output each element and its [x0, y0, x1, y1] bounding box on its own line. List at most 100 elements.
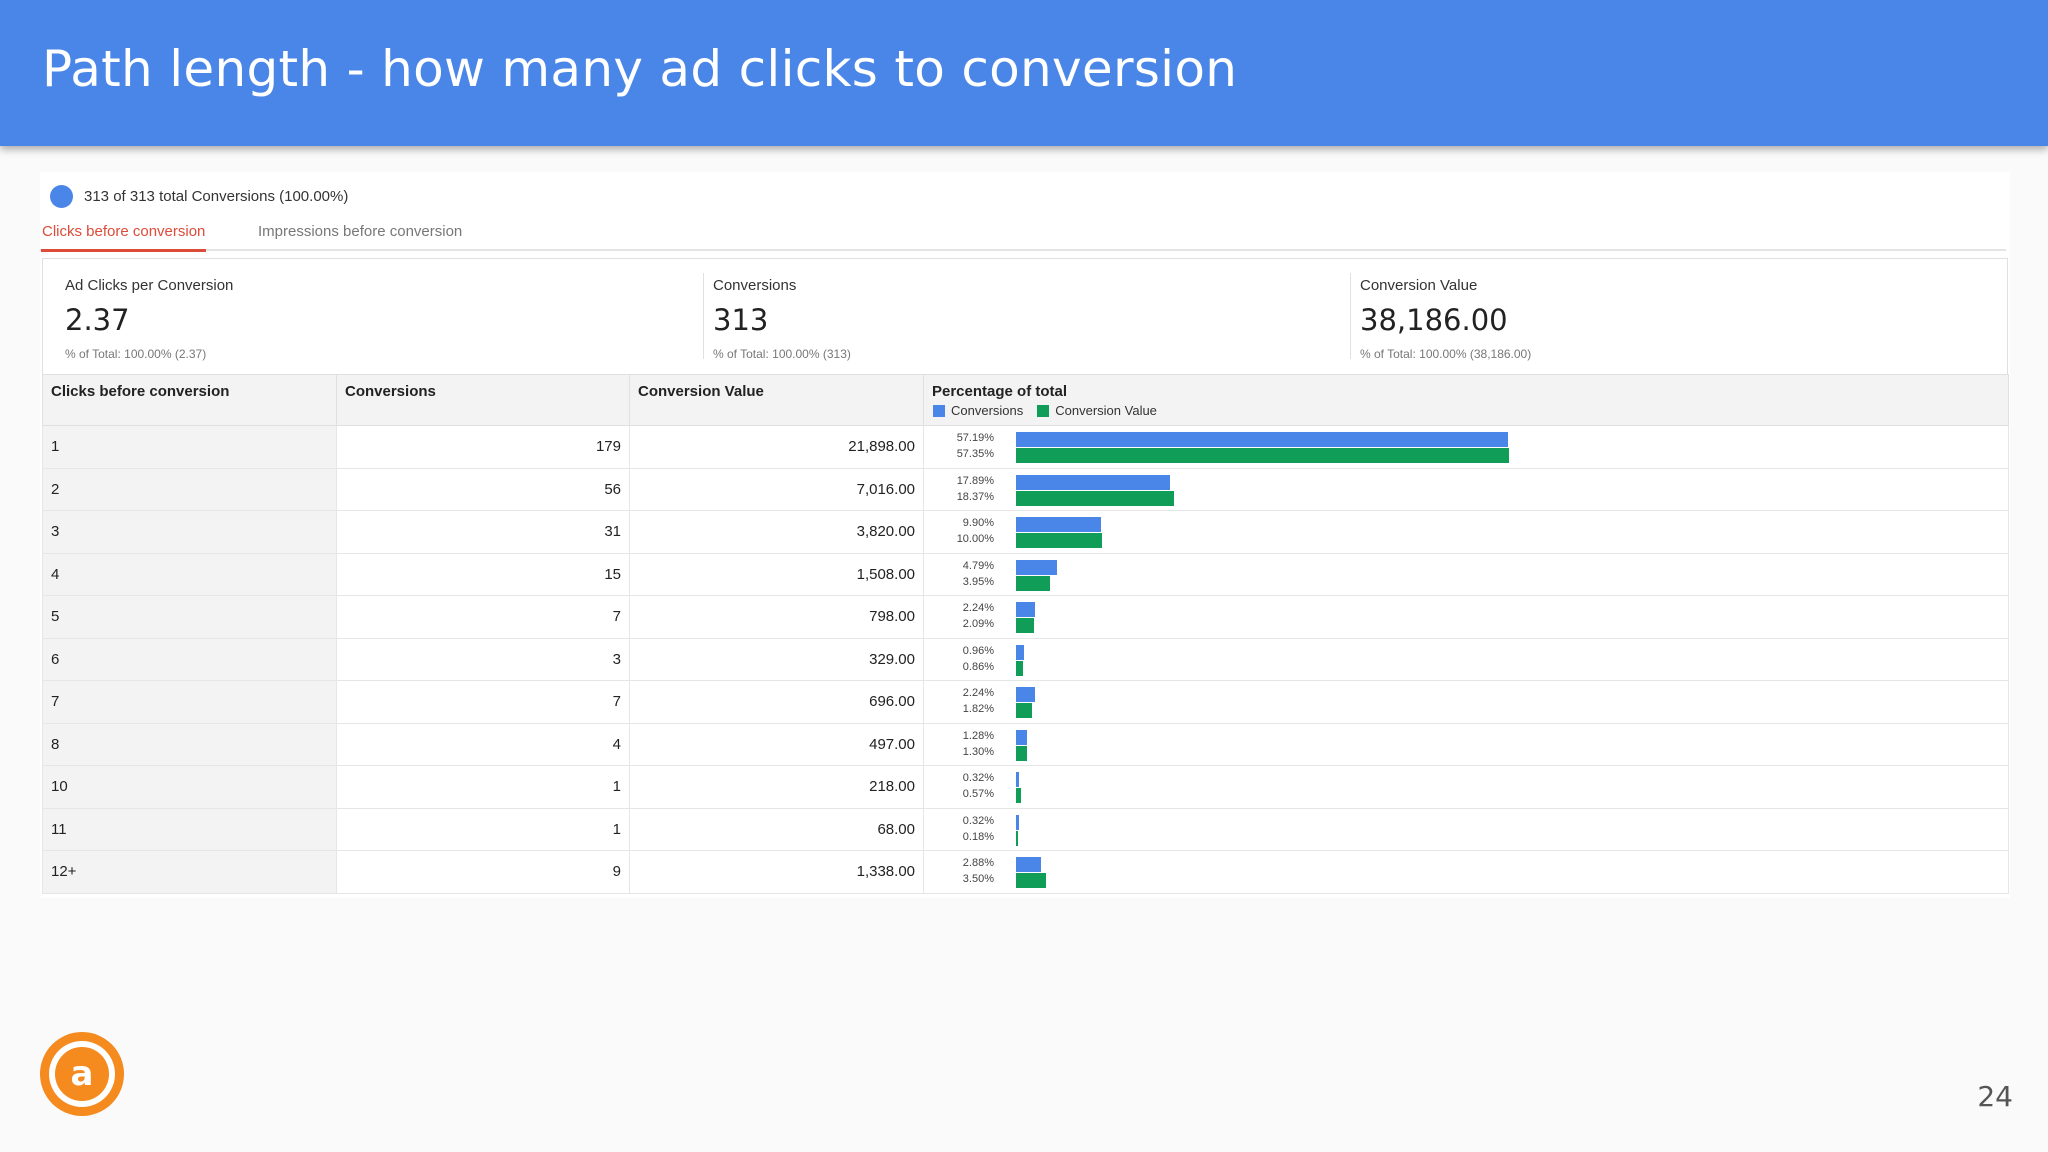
column-header-conversions[interactable]: Conversions: [336, 374, 630, 426]
pct-label-conversion-value: 0.18%: [962, 830, 994, 843]
table-row[interactable]: 6 3 329.00 0.96% 0.86%: [42, 637, 2009, 681]
pct-label-conversion-value: 3.95%: [962, 575, 994, 588]
pct-label-conversion-value: 0.57%: [962, 788, 994, 800]
cell-percentage: 9.90% 10.00%: [923, 510, 2009, 554]
cell-clicks: 7: [42, 680, 337, 724]
segment-dot-icon: [50, 184, 73, 208]
cell-conversions: 4: [336, 722, 630, 766]
cell-conversions: 31: [336, 510, 630, 554]
pct-label-conversions: 0.32%: [962, 814, 994, 827]
bar-conversions: [1016, 559, 1058, 575]
table-row[interactable]: 2 56 7,016.00 17.89% 18.37%: [42, 467, 2009, 511]
bar-conversions: [1016, 729, 1027, 745]
pct-label-conversions: 0.32%: [962, 772, 994, 784]
cell-clicks: 2: [42, 467, 337, 511]
table-row[interactable]: 3 31 3,820.00 9.90% 10.00%: [42, 510, 2009, 554]
legend-label-conversion-value: Conversion Value: [1055, 403, 1157, 418]
pct-label-conversions: 0.96%: [962, 644, 994, 657]
cell-clicks: 11: [42, 807, 337, 851]
cell-percentage: 57.19% 57.35%: [923, 425, 2009, 469]
cell-clicks: 12+: [42, 850, 337, 894]
cell-conversions: 7: [336, 680, 630, 724]
metric-divider: [1350, 273, 1351, 359]
cell-conversion-value: 1,508.00: [629, 552, 924, 596]
cell-conversions: 9: [336, 850, 630, 894]
path-length-report: 313 of 313 total Conversions (100.00%) C…: [40, 172, 2010, 898]
cell-conversions: 1: [336, 807, 630, 851]
cell-conversion-value: 329.00: [629, 637, 924, 681]
cell-conversions: 15: [336, 552, 630, 596]
a-logo-icon: a: [40, 1032, 124, 1116]
pct-label-conversions: 57.19%: [956, 432, 994, 444]
bar-conversions: [1016, 814, 1019, 830]
table-row[interactable]: 12+ 9 1,338.00 2.88% 3.50%: [42, 850, 2009, 894]
cell-percentage: 2.24% 1.82%: [923, 680, 2009, 724]
bar-conversion-value: [1016, 618, 1034, 633]
cell-percentage: 2.88% 3.50%: [923, 850, 2009, 894]
pct-label-conversions: 4.79%: [962, 559, 994, 572]
slide-title: Path length - how many ad clicks to conv…: [42, 40, 1238, 98]
cell-percentage: 17.89% 18.37%: [923, 467, 2009, 511]
metric-divider: [703, 273, 704, 359]
cell-clicks: 4: [42, 552, 337, 596]
metric-footer: % of Total: 100.00% (38,186.00): [1360, 347, 1532, 361]
cell-clicks: 3: [42, 510, 337, 554]
table-row[interactable]: 10 1 218.00 0.32% 0.57%: [42, 765, 2009, 809]
pct-label-conversion-value: 10.00%: [956, 533, 994, 545]
table-row[interactable]: 8 4 497.00 1.28% 1.30%: [42, 722, 2009, 766]
cell-clicks: 5: [42, 595, 337, 639]
table-row[interactable]: 5 7 798.00 2.24% 2.09%: [42, 595, 2009, 639]
cell-clicks: 6: [42, 637, 337, 681]
cell-percentage: 2.24% 2.09%: [923, 595, 2009, 639]
column-header-conversion-value[interactable]: Conversion Value: [629, 374, 924, 426]
pct-label-conversions: 2.88%: [962, 857, 994, 869]
segment-label: 313 of 313 total Conversions (100.00%): [84, 187, 349, 205]
pct-label-conversions: 17.89%: [956, 474, 994, 487]
cell-conversions: 1: [336, 765, 630, 809]
bar-conversions: [1016, 517, 1102, 532]
column-header-clicks[interactable]: Clicks before conversion: [42, 374, 337, 426]
cell-percentage: 0.96% 0.86%: [923, 637, 2009, 681]
bar-conversion-value: [1016, 703, 1032, 718]
pct-label-conversion-value: 3.50%: [962, 873, 994, 885]
cell-percentage: 0.32% 0.57%: [923, 765, 2009, 809]
tab-clicks-before-conversion[interactable]: Clicks before conversion: [41, 223, 207, 252]
metric-label: Conversions: [713, 277, 797, 294]
segment-indicator[interactable]: 313 of 313 total Conversions (100.00%): [50, 184, 348, 208]
bar-conversions: [1016, 687, 1036, 702]
bar-conversions: [1016, 432, 1508, 447]
legend-swatch-conversion-value: [1037, 404, 1050, 417]
pct-label-conversion-value: 1.82%: [962, 703, 994, 715]
svg-text:a: a: [71, 1054, 94, 1094]
bar-conversion-value: [1016, 490, 1174, 506]
cell-conversion-value: 3,820.00: [629, 510, 924, 554]
percentage-legend: Conversions Conversion Value: [924, 400, 2008, 418]
table-row[interactable]: 7 7 696.00 2.24% 1.82%: [42, 680, 2009, 724]
table-row[interactable]: 11 1 68.00 0.32% 0.18%: [42, 807, 2009, 851]
cell-conversions: 56: [336, 467, 630, 511]
table-row[interactable]: 4 15 1,508.00 4.79% 3.95%: [42, 552, 2009, 596]
cell-conversion-value: 696.00: [629, 680, 924, 724]
bar-conversion-value: [1016, 788, 1021, 803]
pct-label-conversions: 9.90%: [962, 517, 994, 529]
metric-footer: % of Total: 100.00% (2.37): [65, 347, 207, 361]
metric-summary: Ad Clicks per Conversion 2.37 % of Total…: [42, 258, 2008, 375]
column-header-percentage[interactable]: Percentage of total Conversions Conversi…: [923, 374, 2009, 426]
metric-footer: % of Total: 100.00% (313): [713, 347, 851, 361]
cell-clicks: 1: [42, 425, 337, 469]
cell-percentage: 4.79% 3.95%: [923, 552, 2009, 596]
bar-conversions: [1016, 602, 1036, 617]
bar-conversion-value: [1016, 448, 1510, 463]
tab-impressions-before-conversion[interactable]: Impressions before conversion: [258, 223, 463, 240]
cell-conversions: 7: [336, 595, 630, 639]
cell-conversion-value: 21,898.00: [629, 425, 924, 469]
table-row[interactable]: 1 179 21,898.00 57.19% 57.35%: [42, 425, 2009, 469]
cell-percentage: 1.28% 1.30%: [923, 722, 2009, 766]
cell-conversions: 179: [336, 425, 630, 469]
path-length-table: Clicks before conversion Conversions Con…: [42, 374, 2009, 894]
pct-label-conversions: 1.28%: [962, 729, 994, 742]
bar-conversion-value: [1016, 660, 1024, 676]
metric-value: 2.37: [65, 303, 130, 337]
metric-label: Conversion Value: [1360, 277, 1478, 294]
cell-percentage: 0.32% 0.18%: [923, 807, 2009, 851]
